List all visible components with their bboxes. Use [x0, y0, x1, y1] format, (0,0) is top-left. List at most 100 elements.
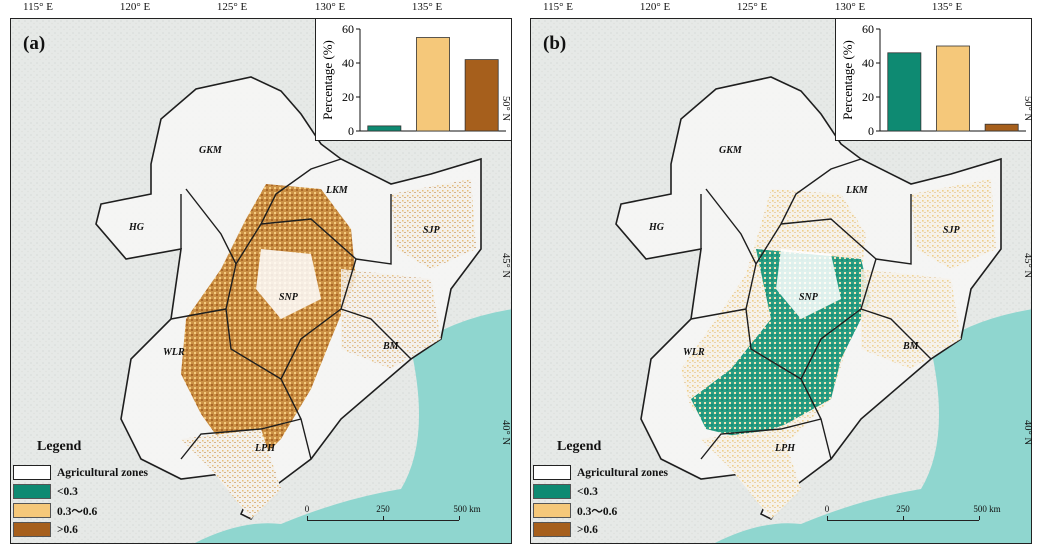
zone-label-hg: HG [649, 222, 664, 233]
scale-label: 0 [304, 504, 310, 514]
zone-label-hg: HG [129, 222, 144, 233]
legend: Legend Agricultural zones <0.3 0.3～0.6 >… [533, 439, 693, 539]
legend-title: Legend [37, 439, 82, 454]
y-tick-label: 60 [862, 22, 874, 36]
y-tick-label: 20 [862, 90, 874, 104]
snp-core [256, 249, 321, 319]
lon-tick: 115° E [543, 1, 573, 13]
cropland-east [341, 269, 441, 369]
legend-item-low: <0.3 [13, 482, 173, 501]
lat-tick: 50° N [1022, 96, 1033, 121]
lon-tick: 125° E [216, 1, 248, 13]
legend-item-zones: Agricultural zones [533, 463, 693, 482]
lon-tick: 115° E [23, 1, 53, 13]
scale-label: 500 km [973, 504, 1001, 514]
y-tick-label: 40 [342, 56, 354, 70]
legend-item-zones: Agricultural zones [13, 463, 173, 482]
y-tick-label: 0 [868, 124, 874, 138]
lat-tick: 40° N [1022, 420, 1033, 445]
legend-item-high: >0.6 [533, 520, 693, 539]
lon-tick: 120° E [639, 1, 671, 13]
y-axis-label: Percentage (%) [320, 40, 335, 120]
legend-swatch [533, 465, 571, 480]
legend-swatch [533, 522, 571, 537]
zone-label-lkm: LKM [326, 185, 348, 196]
panel-label: (a) [23, 33, 46, 54]
scale-bar: 0 250 500 km [824, 504, 1009, 529]
lat-tick: 50° N [500, 96, 511, 121]
zone-label-wlr: WLR [163, 347, 185, 358]
cropland-sjp [391, 179, 476, 269]
zone-label-snp: SNP [279, 292, 298, 303]
legend-label: >0.6 [577, 523, 598, 536]
zone-label-sjp: SJP [943, 225, 960, 236]
lon-tick: 130° E [834, 1, 866, 13]
legend-label: Agricultural zones [57, 466, 149, 479]
y-tick-label: 60 [342, 22, 354, 36]
zone-label-gkm: GKM [719, 145, 742, 156]
legend-item-mid: 0.3～0.6 [533, 501, 693, 520]
lon-tick: 130° E [314, 1, 346, 13]
zone-label-sjp: SJP [423, 225, 440, 236]
lat-tick: 45° N [1022, 253, 1033, 278]
zone-label-lph: LPH [255, 443, 275, 454]
y-tick-label: 0 [348, 124, 354, 138]
zone-label-bm: BM [383, 341, 399, 352]
legend-label: >0.6 [57, 523, 78, 536]
y-axis-label: Percentage (%) [840, 40, 855, 120]
zone-label-gkm: GKM [199, 145, 222, 156]
lat-tick: 40° N [500, 420, 511, 445]
sea-area [715, 309, 1031, 543]
lon-tick: 135° E [931, 1, 963, 13]
legend-swatch [533, 484, 571, 499]
y-tick-label: 40 [862, 56, 874, 70]
cropland-lph [701, 429, 801, 519]
cropland-high [181, 184, 356, 459]
legend-label: <0.3 [577, 485, 598, 498]
legend-label: 0.3～0.6 [577, 505, 618, 518]
bar->0.6 [464, 59, 499, 132]
cropland-lph [181, 429, 281, 519]
zone-label-snp: SNP [799, 292, 818, 303]
scale-bar: 0 250 500 km [304, 504, 489, 529]
lon-tick: 125° E [736, 1, 768, 13]
bar-<0.3 [887, 52, 922, 132]
legend-item-mid: 0.3～0.6 [13, 501, 173, 520]
zone-label-lkm: LKM [846, 185, 868, 196]
sea-area [195, 309, 511, 543]
lon-tick: 120° E [119, 1, 151, 13]
legend-swatch [13, 465, 51, 480]
map-panel-b: (b) GKM HG LKM SJP SNP WLR BM LPH 0 20 40 6… [530, 18, 1032, 544]
legend-title: Legend [557, 439, 602, 454]
legend-label: Agricultural zones [577, 466, 669, 479]
legend-swatch [13, 503, 51, 518]
legend-swatch [13, 484, 51, 499]
bar-0.3～0.6 [416, 37, 450, 132]
scale-label: 250 [896, 504, 910, 514]
zone-label-bm: BM [903, 341, 919, 352]
scale-label: 0 [824, 504, 830, 514]
snp-core [776, 249, 841, 319]
inset-bar-chart-b: 0 20 40 60 Percentage (%) [835, 19, 1031, 141]
legend: Legend Agricultural zones <0.3 0.3～0.6 >… [13, 439, 173, 539]
zone-label-wlr: WLR [683, 347, 705, 358]
legend-swatch [533, 503, 571, 518]
y-tick-label: 20 [342, 90, 354, 104]
scale-label: 250 [376, 504, 390, 514]
bar-<0.3 [367, 125, 402, 132]
legend-label: <0.3 [57, 485, 78, 498]
bar->0.6 [984, 123, 1019, 132]
bar-0.3～0.6 [936, 45, 970, 132]
scale-label: 500 km [453, 504, 481, 514]
zone-label-lph: LPH [775, 443, 795, 454]
legend-item-high: >0.6 [13, 520, 173, 539]
lat-tick: 45° N [500, 253, 511, 278]
longitude-ticks-b: 115° E 120° E 125° E 130° E 135° E [530, 0, 1032, 18]
cropland-sjp [911, 179, 996, 269]
lon-tick: 135° E [411, 1, 443, 13]
legend-swatch [13, 522, 51, 537]
inset-bar-chart-a: 0 20 40 60 Percentage (%) [315, 19, 511, 141]
legend-item-low: <0.3 [533, 482, 693, 501]
legend-label: 0.3～0.6 [57, 505, 98, 518]
cropland-east [861, 269, 961, 369]
